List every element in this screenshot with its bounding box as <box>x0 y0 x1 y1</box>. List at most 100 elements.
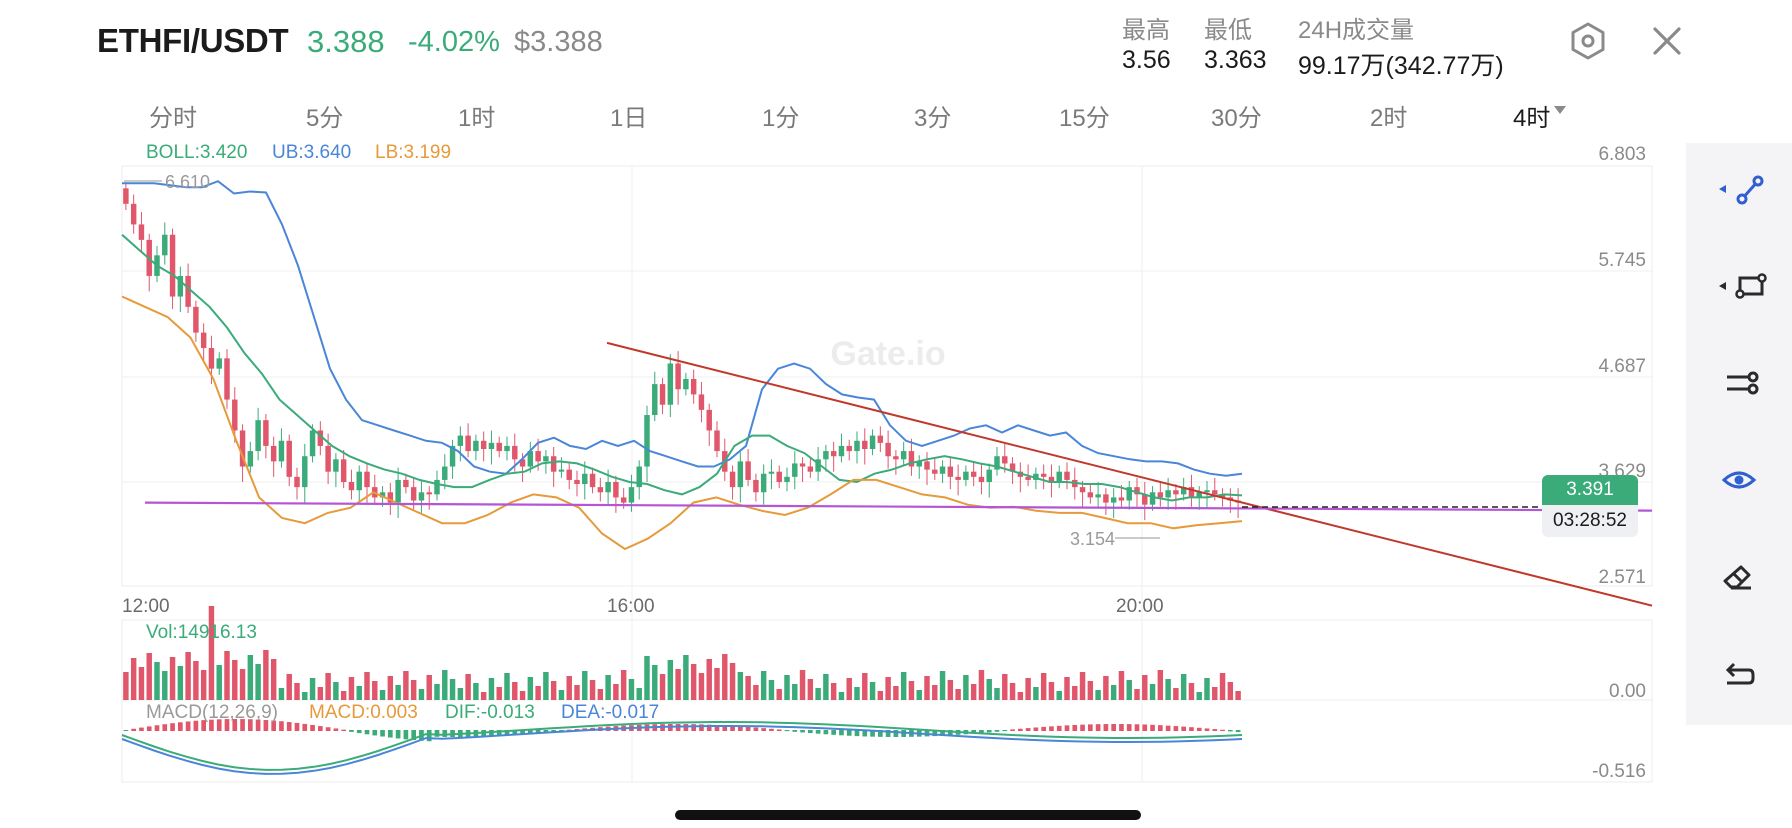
volume-bar <box>239 669 246 700</box>
volume-bar <box>1072 686 1078 700</box>
candle-body <box>683 378 689 390</box>
macd-histogram-bar <box>434 730 440 737</box>
candle-body <box>543 456 549 462</box>
candle-body <box>216 358 222 369</box>
tab-1d[interactable]: 1日 <box>610 105 648 132</box>
candle-body <box>776 471 782 482</box>
tab-5m[interactable]: 5分 <box>306 105 344 132</box>
candle-body <box>589 473 596 488</box>
candle-body <box>1079 487 1086 493</box>
candle-body <box>978 476 985 482</box>
tab-3m[interactable]: 3分 <box>914 105 952 132</box>
macd-histogram-bar <box>784 730 790 732</box>
macd-histogram-bar <box>885 730 891 737</box>
volume-bar <box>442 670 448 700</box>
volume-bar <box>232 660 238 700</box>
volume-bar <box>760 671 767 700</box>
volume-bar <box>1087 681 1094 700</box>
volume-bar <box>667 660 674 700</box>
tab-1h[interactable]: 1时 <box>458 105 496 132</box>
candle-body <box>1095 494 1101 498</box>
candle-body <box>1204 490 1210 493</box>
tab-1m[interactable]: 1分 <box>762 105 800 132</box>
candle-body <box>1142 494 1148 505</box>
tab-4h[interactable]: 4时 <box>1513 105 1551 132</box>
volume-bar <box>1188 683 1195 700</box>
candle-body <box>177 275 184 297</box>
undo-button[interactable] <box>1686 644 1792 704</box>
volume-bar <box>745 676 751 700</box>
volume-axis-tick: 0.00 <box>1609 681 1646 702</box>
volume-bar <box>317 687 324 700</box>
chevron-down-icon[interactable] <box>1554 106 1566 114</box>
last-price: 3.388 <box>307 24 385 59</box>
macd-axis-tick: -0.516 <box>1592 761 1646 782</box>
macd-histogram-bar <box>504 730 510 736</box>
tab-30m[interactable]: 30分 <box>1211 105 1262 132</box>
volume-bar <box>955 689 961 700</box>
volume-bar <box>356 686 362 700</box>
line-tool-button[interactable] <box>1686 159 1792 219</box>
macd-histogram-bar <box>1228 730 1233 732</box>
macd-histogram-bar <box>1220 729 1225 731</box>
dif-value: DIF:-0.013 <box>445 702 535 723</box>
close-icon[interactable] <box>1650 24 1684 58</box>
visibility-toggle-button[interactable] <box>1686 450 1792 510</box>
macd-histogram-bar <box>209 719 214 731</box>
volume-bar <box>1048 682 1055 700</box>
volume-bar <box>1227 682 1234 700</box>
candle-body <box>574 479 580 485</box>
macd-histogram-bar <box>1080 724 1085 731</box>
macd-histogram-bar <box>831 730 836 735</box>
volume-bar <box>939 671 946 700</box>
candle-body <box>792 463 798 477</box>
volume-bar <box>846 678 852 700</box>
macd-histogram-bar <box>543 730 549 733</box>
volume-bar <box>644 656 650 700</box>
volume-bar <box>1002 674 1008 700</box>
tab-15m[interactable]: 15分 <box>1059 105 1110 132</box>
candle-body <box>815 459 821 472</box>
macd-histogram-bar <box>1134 724 1140 731</box>
macd-histogram-bar <box>932 730 938 737</box>
volume-bar <box>722 654 728 700</box>
tab-2h[interactable]: 2时 <box>1370 105 1408 132</box>
parallel-channel-button[interactable] <box>1686 353 1792 413</box>
volume-bar <box>1149 684 1156 700</box>
candle-body <box>550 456 557 472</box>
volume-bar <box>449 679 456 700</box>
macd-histogram-bar <box>224 719 230 731</box>
time-axis-tick: 20:00 <box>1116 596 1164 617</box>
volume-bar <box>410 680 417 700</box>
volume-bar <box>465 674 471 700</box>
volume-bar <box>683 655 689 700</box>
current-price-label: 3.391 <box>1542 475 1638 505</box>
volume-bar <box>512 682 518 700</box>
candle-body <box>162 234 168 256</box>
volume-bar <box>496 687 502 700</box>
trendline-drawing <box>606 341 1653 607</box>
candle-body <box>869 435 876 450</box>
macd-histogram-bar <box>769 728 774 731</box>
volume-bar <box>309 678 316 700</box>
macd-histogram-bar <box>349 730 354 732</box>
volume-bar <box>1157 670 1164 700</box>
candle-body <box>854 440 860 452</box>
undo-icon <box>1725 662 1755 685</box>
candle-body <box>1040 473 1047 477</box>
candle-body <box>1064 471 1070 480</box>
chart-settings-icon[interactable] <box>1568 21 1608 61</box>
candle-body <box>994 456 1000 470</box>
price-axis-tick: 5.745 <box>1598 250 1646 271</box>
candle-body <box>659 384 666 405</box>
tab-timeshare[interactable]: 分时 <box>149 105 197 132</box>
eraser-button[interactable] <box>1686 547 1792 607</box>
volume-bar <box>924 676 930 700</box>
candle-body <box>1002 456 1008 464</box>
candle-body <box>364 471 370 488</box>
volume-bar <box>916 690 922 700</box>
volume-bar <box>714 668 720 700</box>
rectangle-tool-button[interactable] <box>1686 256 1792 316</box>
volume-bar <box>908 681 915 700</box>
